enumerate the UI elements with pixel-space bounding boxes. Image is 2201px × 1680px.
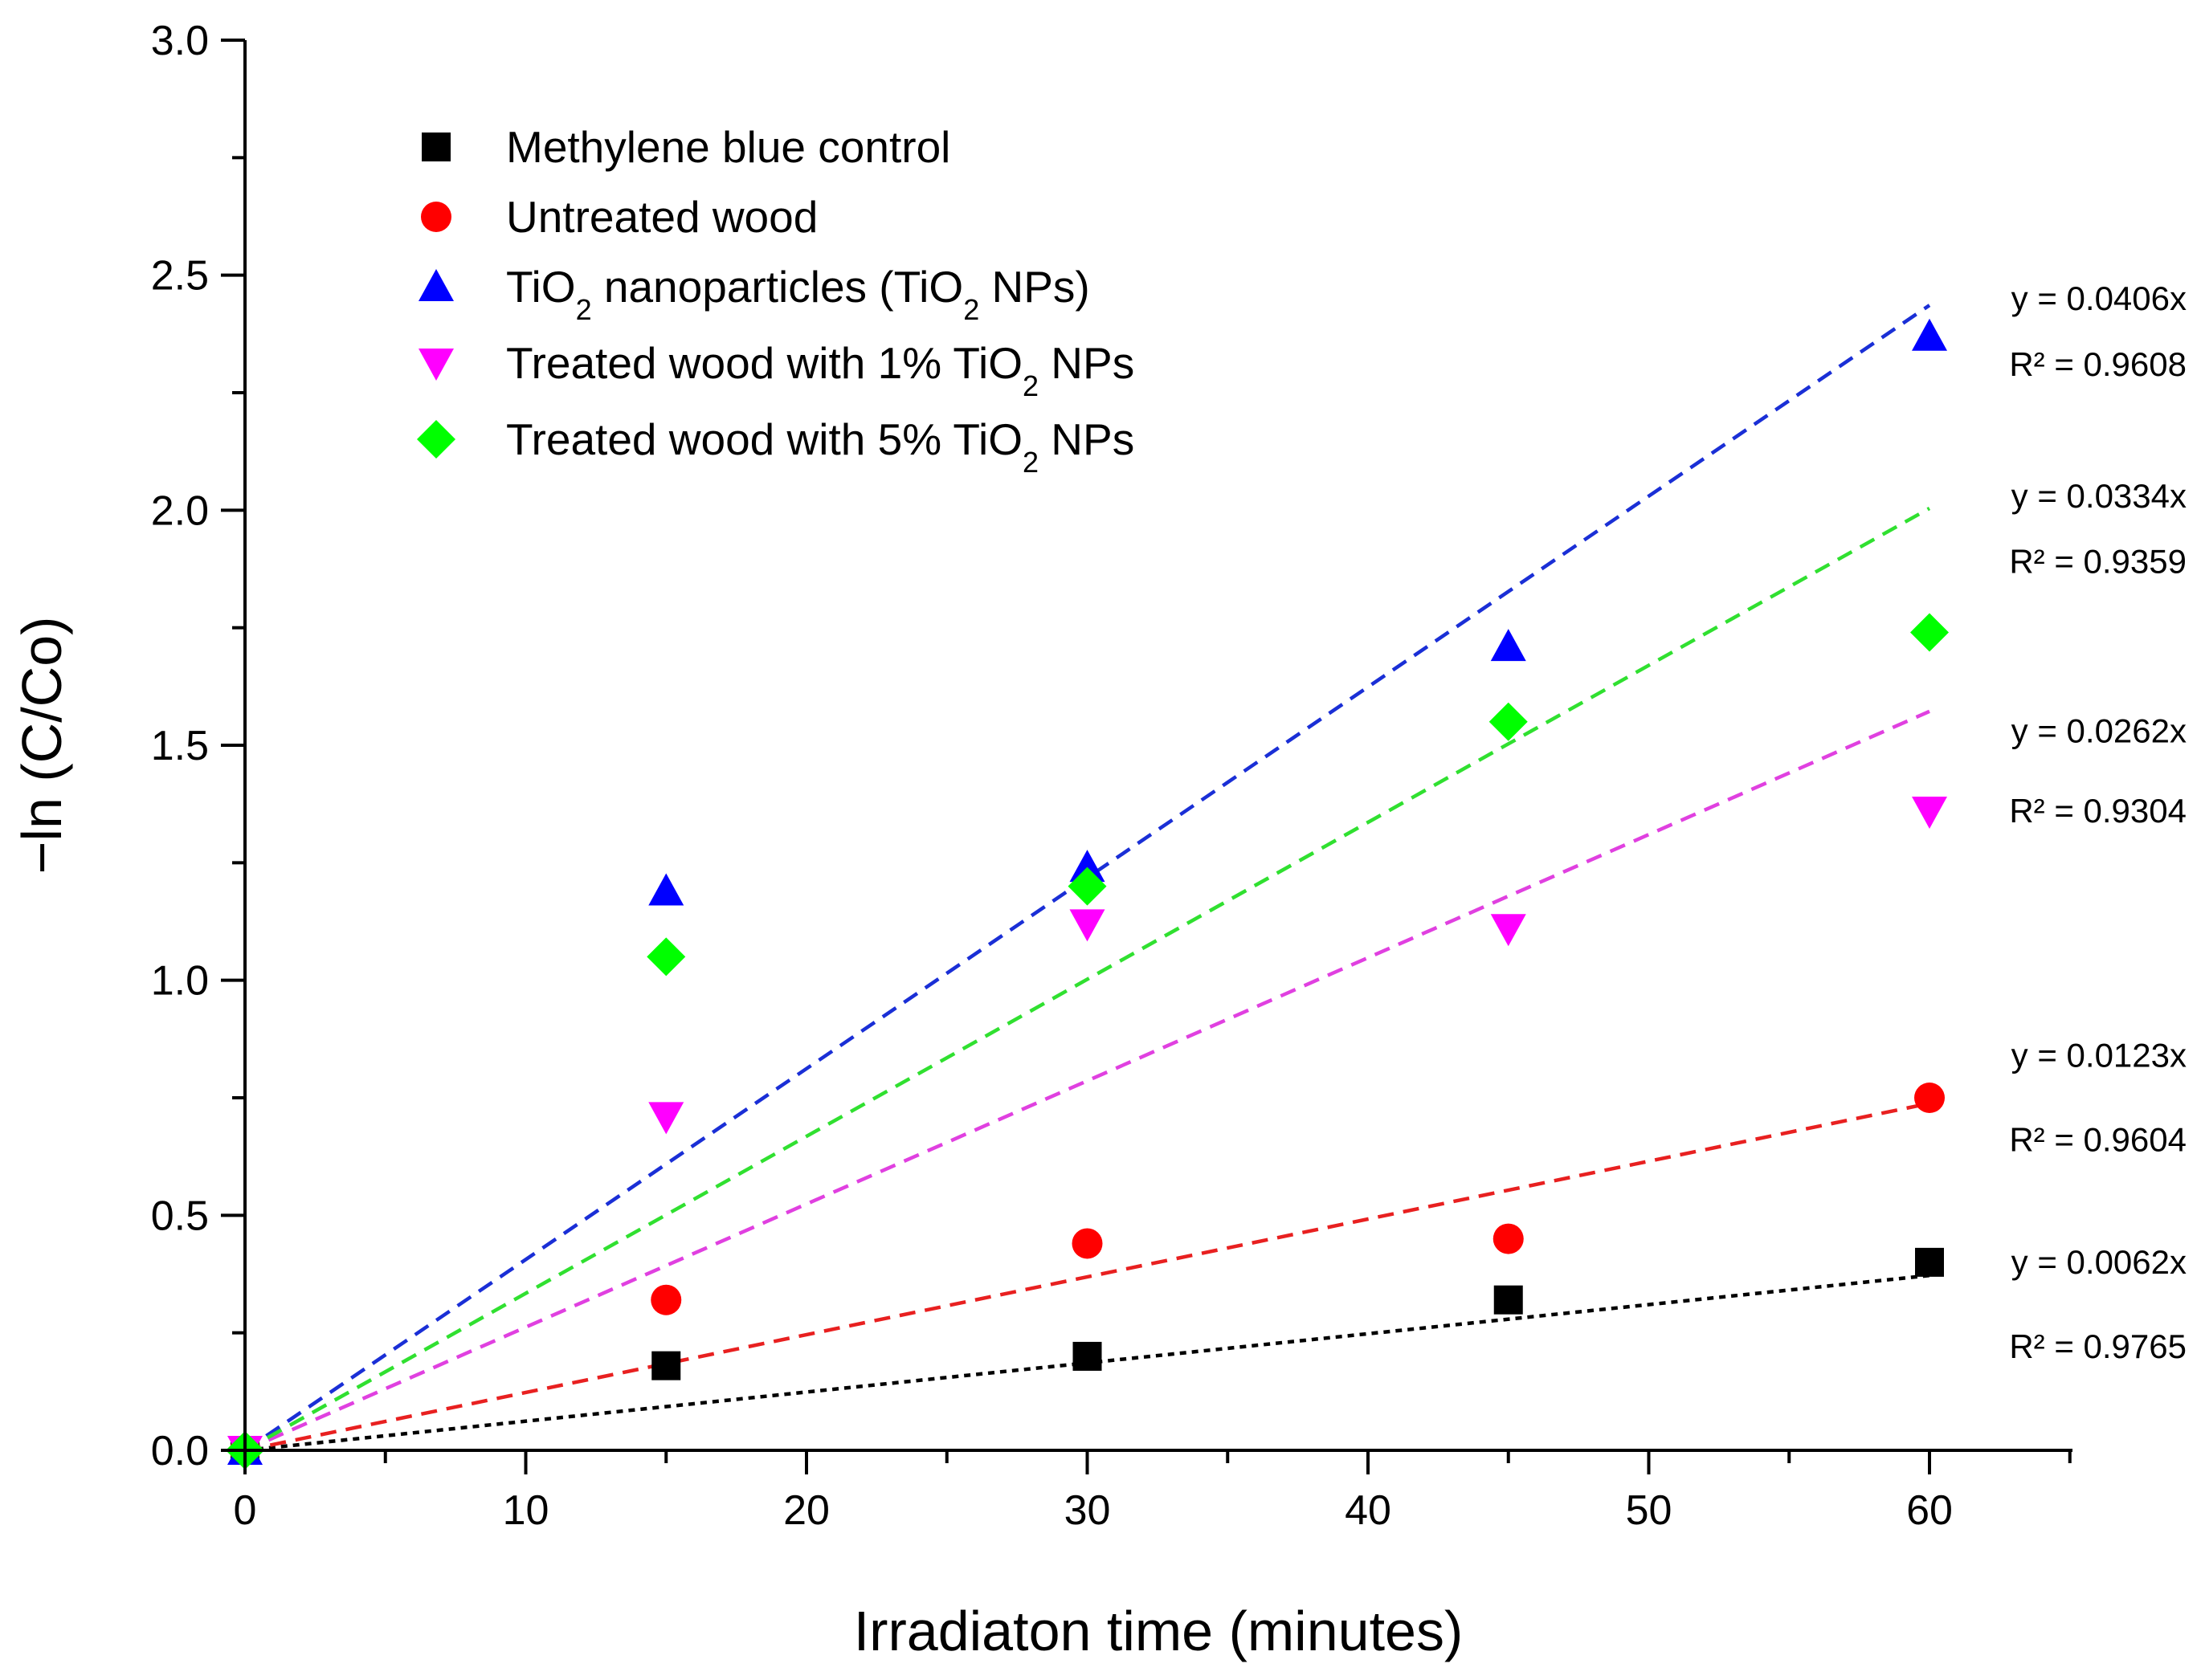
y-tick-label: 0.5 <box>151 1193 209 1239</box>
x-tick-label: 30 <box>1064 1487 1111 1534</box>
legend-marker-treated-wood-with-5-tio2-nps <box>417 420 455 459</box>
fit-r-squared: R² = 0.9604 <box>2009 1121 2187 1159</box>
data-point-treated-wood-with-1-tio2-nps <box>648 1102 684 1135</box>
legend-item-treated-wood-with-5-tio2-nps: Treated wood with 5% TiO2 NPs <box>417 414 1134 479</box>
fit-annotation-untreated-wood: y = 0.0123x R² = 0.9604 <box>2009 1036 2187 1158</box>
fit-equation: y = 0.0262x <box>2011 712 2187 749</box>
y-tick-label: 3.0 <box>151 18 209 64</box>
fit-line-untreated-wood <box>244 1101 1930 1453</box>
legend-label: TiO2 nanoparticles (TiO2 NPs) <box>506 262 1090 326</box>
x-tick-label: 40 <box>1345 1487 1391 1534</box>
x-tick-label: 0 <box>234 1487 257 1534</box>
data-point-treated-wood-with-5-tio2-nps <box>1488 702 1528 741</box>
legend-marker-methylene-blue-control <box>422 133 451 161</box>
data-point-treated-wood-with-5-tio2-nps <box>647 937 686 977</box>
x-tick-label: 10 <box>503 1487 549 1534</box>
fit-r-squared: R² = 0.9765 <box>2009 1327 2187 1365</box>
x-axis-title: Irradiaton time (minutes) <box>854 1600 1464 1662</box>
y-axis-title: −ln (C/Co) <box>10 617 73 875</box>
y-ticks <box>221 39 245 1452</box>
data-point-tio2-nanoparticles-tio2-nps <box>1490 629 1526 662</box>
legend-marker-treated-wood-with-1-tio2-nps <box>419 349 454 381</box>
fit-equation: y = 0.0123x <box>2011 1036 2187 1074</box>
data-point-treated-wood-with-5-tio2-nps <box>1068 867 1107 906</box>
fit-annotation-treated-wood-with-5-tio2-nps: y = 0.0334x R² = 0.9359 <box>2009 477 2187 581</box>
data-point-methylene-blue-control <box>1493 1285 1523 1315</box>
data-point-treated-wood-with-5-tio2-nps <box>1910 613 1949 652</box>
x-tick-labels: 0 10 20 30 40 50 60 <box>234 1487 1953 1534</box>
legend-item-treated-wood-with-1-tio2-nps: Treated wood with 1% TiO2 NPs <box>419 338 1134 402</box>
fit-r-squared: R² = 0.9304 <box>2009 792 2187 830</box>
data-point-treated-wood-with-1-tio2-nps <box>1912 796 1947 829</box>
y-tick-label: 0.0 <box>151 1428 209 1474</box>
fit-equation: y = 0.0406x <box>2011 279 2187 317</box>
axes <box>243 40 2072 1452</box>
legend-label: Treated wood with 1% TiO2 NPs <box>506 338 1134 402</box>
data-point-untreated-wood <box>1914 1083 1945 1113</box>
fit-annotation-treated-wood-with-1-tio2-nps: y = 0.0262x R² = 0.9304 <box>2009 712 2187 830</box>
data-point-treated-wood-with-1-tio2-nps <box>1069 909 1105 942</box>
x-tick-label: 50 <box>1626 1487 1672 1534</box>
legend-label: Methylene blue control <box>506 122 950 172</box>
data-point-tio2-nanoparticles-tio2-nps <box>1912 318 1947 351</box>
fit-equation: y = 0.0334x <box>2011 477 2187 515</box>
fit-line-treated-wood-with-5-tio2-nps <box>243 507 1931 1452</box>
data-point-tio2-nanoparticles-tio2-nps <box>1069 850 1105 883</box>
legend-marker-untreated-wood <box>421 202 451 232</box>
legend-item-methylene-blue-control: Methylene blue control <box>422 122 950 172</box>
data-points <box>226 318 1949 1470</box>
y-tick-label: 2.0 <box>151 487 209 534</box>
x-ticks <box>243 1450 2072 1474</box>
legend-item-tio2-nanoparticles-tio2-nps: TiO2 nanoparticles (TiO2 NPs) <box>419 262 1090 326</box>
data-point-methylene-blue-control <box>1915 1247 1944 1277</box>
data-point-untreated-wood <box>1493 1223 1524 1254</box>
legend-label: Treated wood with 5% TiO2 NPs <box>506 414 1134 479</box>
data-point-untreated-wood <box>651 1284 682 1315</box>
legend-item-untreated-wood: Untreated wood <box>421 192 818 242</box>
fit-equation: y = 0.0062x <box>2011 1243 2187 1281</box>
x-tick-label: 60 <box>1906 1487 1953 1534</box>
data-point-tio2-nanoparticles-tio2-nps <box>648 873 684 906</box>
y-tick-label: 1.5 <box>151 723 209 769</box>
data-point-treated-wood-with-1-tio2-nps <box>1490 914 1526 947</box>
fit-annotations: y = 0.0406x R² = 0.9608 y = 0.0334x R² = 0.… <box>2009 279 2187 1365</box>
x-tick-label: 20 <box>783 1487 830 1534</box>
fit-r-squared: R² = 0.9359 <box>2009 543 2187 581</box>
data-point-methylene-blue-control <box>1072 1341 1102 1371</box>
fit-line-treated-wood-with-1-tio2-nps <box>244 709 1930 1453</box>
data-point-untreated-wood <box>1072 1228 1103 1259</box>
fit-annotation-tio2-nanoparticles-tio2-nps: y = 0.0406x R² = 0.9608 <box>2009 279 2187 383</box>
y-tick-label: 2.5 <box>151 253 209 300</box>
y-tick-labels: 0.0 0.5 1.0 1.5 2.0 2.5 3.0 <box>151 18 209 1474</box>
legend-label: Untreated wood <box>506 192 818 242</box>
y-tick-label: 1.0 <box>151 958 209 1005</box>
legend: Methylene blue control Untreated wood TiO2… <box>417 122 1134 479</box>
data-point-methylene-blue-control <box>651 1351 681 1380</box>
legend-marker-tio2-nanoparticles-tio2-nps <box>419 269 454 301</box>
fit-r-squared: R² = 0.9608 <box>2009 345 2187 383</box>
fit-annotation-methylene-blue-control: y = 0.0062x R² = 0.9765 <box>2009 1243 2187 1365</box>
